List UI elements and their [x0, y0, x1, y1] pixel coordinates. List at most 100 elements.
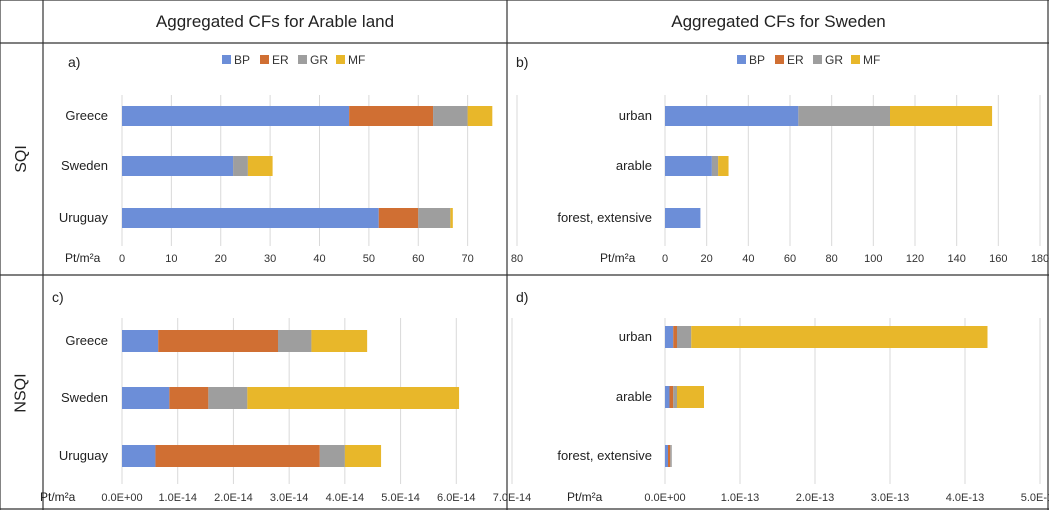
unit-label: Pt/m²a	[65, 251, 101, 265]
tick-label: 0	[662, 253, 668, 265]
bar-bp	[122, 106, 350, 126]
legend-label-bp: BP	[749, 53, 765, 67]
tick-label: 20	[701, 253, 713, 265]
bar-gr	[673, 386, 677, 408]
bar-er	[668, 445, 671, 467]
tick-label: 120	[906, 253, 924, 265]
tick-label: 180	[1031, 253, 1049, 265]
bar-er	[669, 386, 674, 408]
legend-label-mf: MF	[348, 53, 365, 67]
tick-label: 160	[989, 253, 1007, 265]
bar-er	[169, 387, 209, 409]
category-label: Uruguay	[59, 448, 109, 463]
tick-label: 40	[742, 253, 754, 265]
tick-label: 140	[947, 253, 965, 265]
tick-label: 1.0E-13	[721, 492, 760, 504]
bar-bp	[665, 208, 701, 228]
unit-label: Pt/m²a	[40, 490, 76, 504]
tick-label: 100	[864, 253, 882, 265]
bar-gr	[208, 387, 248, 409]
bar-gr	[433, 106, 468, 126]
category-label: Greece	[65, 333, 108, 348]
bar-er	[378, 208, 419, 228]
bar-bp	[665, 106, 799, 126]
legend-label-mf: MF	[863, 53, 880, 67]
tick-label: 60	[412, 253, 424, 265]
tick-label: 30	[264, 253, 276, 265]
tick-label: 5.0E-13	[1021, 492, 1049, 504]
tick-label: 6.0E-14	[437, 492, 476, 504]
legend-swatch-gr	[813, 55, 822, 64]
bar-gr	[278, 330, 312, 352]
legend-swatch-mf	[336, 55, 345, 64]
legend-label-er: ER	[787, 53, 804, 67]
legend-label-bp: BP	[234, 53, 250, 67]
bar-gr	[233, 156, 248, 176]
panel-c: c) Greece Sweden Uruguay 0.0E+00 1.0E-14 2.0E-…	[40, 289, 531, 504]
legend-swatch-gr	[298, 55, 307, 64]
bar-gr	[711, 156, 719, 176]
chart-panels: a) BP ER GR MF Greece Sweden Uruguay 0 10 20 30 40 50…	[40, 53, 1049, 504]
bar-er	[673, 326, 677, 348]
panel-label: d)	[516, 289, 528, 305]
legend-swatch-er	[775, 55, 784, 64]
category-label: arable	[616, 158, 652, 173]
panel-a: a) BP ER GR MF Greece Sweden Uruguay 0 10 20 30 40 50…	[59, 53, 523, 265]
tick-label: 10	[165, 253, 177, 265]
bar-gr	[798, 106, 890, 126]
tick-label: 1.0E-14	[158, 492, 197, 504]
bar-bp	[665, 326, 674, 348]
bar-bp	[665, 156, 712, 176]
tick-label: 4.0E-13	[946, 492, 985, 504]
tick-label: 4.0E-14	[326, 492, 365, 504]
tick-label: 0	[119, 253, 125, 265]
category-label: urban	[619, 329, 652, 344]
panel-label: b)	[516, 54, 528, 70]
tick-label: 80	[826, 253, 838, 265]
bar-mf	[718, 156, 729, 176]
bar-er	[155, 445, 320, 467]
tick-label: 0.0E+00	[644, 492, 685, 504]
legend-swatch-mf	[851, 55, 860, 64]
unit-label: Pt/m²a	[567, 490, 603, 504]
bar-bp	[122, 445, 156, 467]
bar-mf	[247, 156, 273, 176]
category-label: Sweden	[61, 390, 108, 405]
tick-label: 3.0E-13	[871, 492, 910, 504]
tick-label: 20	[215, 253, 227, 265]
bar-er	[349, 106, 434, 126]
category-label: Sweden	[61, 158, 108, 173]
tick-label: 0.0E+00	[101, 492, 142, 504]
tick-label: 70	[462, 253, 474, 265]
bar-gr	[670, 445, 672, 467]
panel-d: d) urban arable forest, extensive 0.0E+00 1.0…	[516, 289, 1049, 504]
tick-label: 5.0E-14	[381, 492, 420, 504]
tick-label: 80	[511, 253, 523, 265]
header-sweden: Aggregated CFs for Sweden	[671, 11, 886, 31]
tick-label: 3.0E-14	[270, 492, 309, 504]
tick-label: 60	[784, 253, 796, 265]
legend-swatch-bp	[737, 55, 746, 64]
tick-label: 40	[313, 253, 325, 265]
bar-bp	[122, 208, 379, 228]
bar-bp	[665, 386, 670, 408]
panel-label: c)	[52, 289, 64, 305]
tick-label: 2.0E-14	[214, 492, 253, 504]
panel-b: b) BP ER GR MF urban arable forest, extensive 0 2…	[516, 53, 1049, 265]
category-label: Uruguay	[59, 210, 109, 225]
category-label: forest, extensive	[557, 210, 652, 225]
tick-label: 2.0E-13	[796, 492, 835, 504]
legend-swatch-bp	[222, 55, 231, 64]
bar-mf	[890, 106, 993, 126]
bar-mf	[311, 330, 368, 352]
bar-mf	[247, 387, 460, 409]
bar-bp	[122, 330, 159, 352]
bar-mf	[467, 106, 493, 126]
bar-bp	[122, 387, 170, 409]
category-label: urban	[619, 108, 652, 123]
bar-gr	[677, 326, 692, 348]
panel-label: a)	[68, 54, 80, 70]
header-arable-land: Aggregated CFs for Arable land	[155, 11, 395, 31]
